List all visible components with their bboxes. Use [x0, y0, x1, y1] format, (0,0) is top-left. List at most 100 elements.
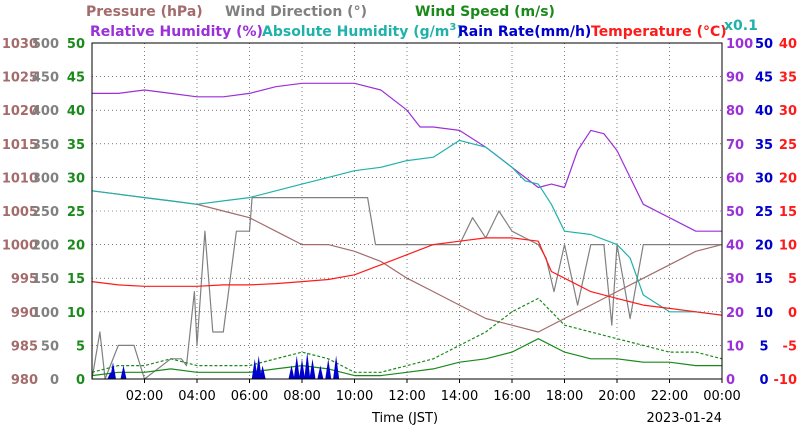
series-6-bar-13	[333, 355, 340, 379]
ytick-temperature-4: 10	[779, 239, 797, 254]
ytick-wind-speed-0: 0	[76, 373, 85, 388]
series-6-bar-1	[110, 362, 116, 379]
ytick-humidity-5: 50	[726, 205, 744, 220]
legend-wind-speed: Wind Speed (m/s)	[415, 4, 555, 20]
legend-absolute-humidity-sup: 3	[449, 22, 456, 33]
xtick-7: 16:00	[493, 389, 530, 404]
xtick-11: 00:00	[703, 389, 740, 404]
ytick-wind-speed-7: 35	[67, 138, 85, 153]
xtick-5: 12:00	[388, 389, 425, 404]
ytick-wind-speed-2: 10	[67, 306, 85, 321]
xtick-4: 10:00	[336, 389, 373, 404]
ytick-pressure-1: 985	[11, 339, 38, 354]
ytick-rain-rate-6: 30	[755, 171, 773, 186]
ytick-pressure-6: 1010	[2, 171, 38, 186]
series-6-bar-11	[317, 365, 324, 379]
ytick-pressure-3: 995	[11, 272, 38, 287]
ytick-wind-direction-7: 350	[32, 138, 59, 153]
ytick-humidity-1: 10	[726, 339, 744, 354]
ytick-humidity-9: 90	[726, 71, 744, 86]
ytick-wind-speed-1: 5	[76, 339, 85, 354]
ytick-rain-rate-8: 40	[755, 104, 773, 119]
series-6-bar-10	[309, 358, 316, 379]
ytick-wind-speed-5: 25	[67, 205, 85, 220]
ytick-temperature-2: 0	[788, 306, 797, 321]
ytick-temperature-10: 40	[779, 37, 797, 52]
legend-wind-direction: Wind Direction (°)	[225, 4, 367, 20]
ytick-temperature-7: 25	[779, 138, 797, 153]
ytick-rain-rate-9: 45	[755, 71, 773, 86]
xtick-0: 02:00	[126, 389, 163, 404]
ytick-wind-direction-5: 250	[32, 205, 59, 220]
ytick-wind-speed-8: 40	[67, 104, 85, 119]
ytick-pressure-4: 1000	[2, 239, 38, 254]
ytick-wind-direction-2: 100	[32, 306, 59, 321]
ytick-wind-speed-10: 50	[67, 37, 85, 52]
series-6-bar-2	[120, 365, 127, 379]
ytick-wind-speed-3: 15	[67, 272, 85, 287]
ytick-rain-rate-0: 0	[759, 373, 768, 388]
legend-rain-rate: Rain Rate(mm/h)	[458, 24, 591, 40]
ticks-layer: 9809859909951000100510101015102010251030…	[2, 37, 797, 404]
legend-multiplier: x0.1	[724, 18, 758, 34]
ytick-temperature-8: 30	[779, 104, 797, 119]
legend-temperature: Temperature (°C)	[591, 24, 727, 40]
ytick-rain-rate-3: 15	[755, 272, 773, 287]
ytick-rain-rate-4: 20	[755, 239, 773, 254]
series-6-bar-8	[299, 358, 305, 379]
ytick-wind-direction-0: 0	[50, 373, 59, 388]
ytick-wind-direction-1: 50	[41, 339, 59, 354]
series-5-line	[91, 139, 723, 316]
ytick-wind-direction-4: 200	[32, 239, 59, 254]
ytick-temperature-0: -10	[774, 373, 798, 388]
series-2-line	[91, 338, 722, 377]
ytick-rain-rate-1: 5	[759, 339, 768, 354]
ytick-wind-direction-10: 500	[32, 37, 59, 52]
series-3-line	[91, 297, 723, 373]
grid	[92, 43, 722, 379]
ytick-humidity-7: 70	[726, 138, 744, 153]
date-label: 2023-01-24	[646, 411, 722, 426]
ytick-rain-rate-7: 35	[755, 138, 773, 153]
ytick-pressure-5: 1005	[2, 205, 38, 220]
xtick-6: 14:00	[441, 389, 478, 404]
legend-relative-humidity: Relative Humidity (%)	[90, 24, 263, 40]
series-6-bar-12	[325, 358, 332, 379]
ytick-pressure-7: 1015	[2, 138, 38, 153]
ytick-wind-direction-6: 300	[32, 171, 59, 186]
xtick-1: 04:00	[178, 389, 215, 404]
legend-pressure: Pressure (hPa)	[86, 4, 203, 20]
ytick-rain-rate-5: 25	[755, 205, 773, 220]
ytick-wind-direction-9: 450	[32, 71, 59, 86]
series-6-bar-7	[293, 355, 300, 379]
series-7-line	[91, 237, 723, 316]
ytick-pressure-8: 1020	[2, 104, 38, 119]
ytick-temperature-5: 15	[779, 205, 797, 220]
ytick-rain-rate-2: 10	[755, 306, 773, 321]
xtick-8: 18:00	[546, 389, 583, 404]
ytick-humidity-2: 20	[726, 306, 744, 321]
ytick-humidity-0: 0	[726, 373, 735, 388]
ytick-pressure-2: 990	[11, 306, 38, 321]
series-6-bar-3	[251, 358, 258, 379]
series-4-line	[92, 82, 722, 232]
ytick-wind-speed-4: 20	[67, 239, 85, 254]
ytick-humidity-4: 40	[726, 239, 744, 254]
xtick-10: 22:00	[651, 389, 688, 404]
series-6-bar-9	[304, 352, 311, 379]
series-layer	[91, 82, 723, 380]
series-6-bar-5	[259, 365, 266, 379]
ytick-humidity-10: 100	[726, 37, 753, 52]
ytick-humidity-8: 80	[726, 104, 744, 119]
ytick-temperature-3: 5	[788, 272, 797, 287]
ytick-pressure-10: 1030	[2, 37, 38, 52]
ytick-wind-direction-8: 400	[32, 104, 59, 119]
series-6-bar-6	[288, 365, 295, 379]
ytick-rain-rate-10: 50	[755, 37, 773, 52]
xtick-3: 08:00	[283, 389, 320, 404]
ytick-wind-speed-9: 45	[67, 71, 85, 86]
ytick-temperature-1: -5	[783, 339, 797, 354]
ytick-pressure-0: 980	[11, 373, 38, 388]
ytick-wind-direction-3: 150	[32, 272, 59, 287]
